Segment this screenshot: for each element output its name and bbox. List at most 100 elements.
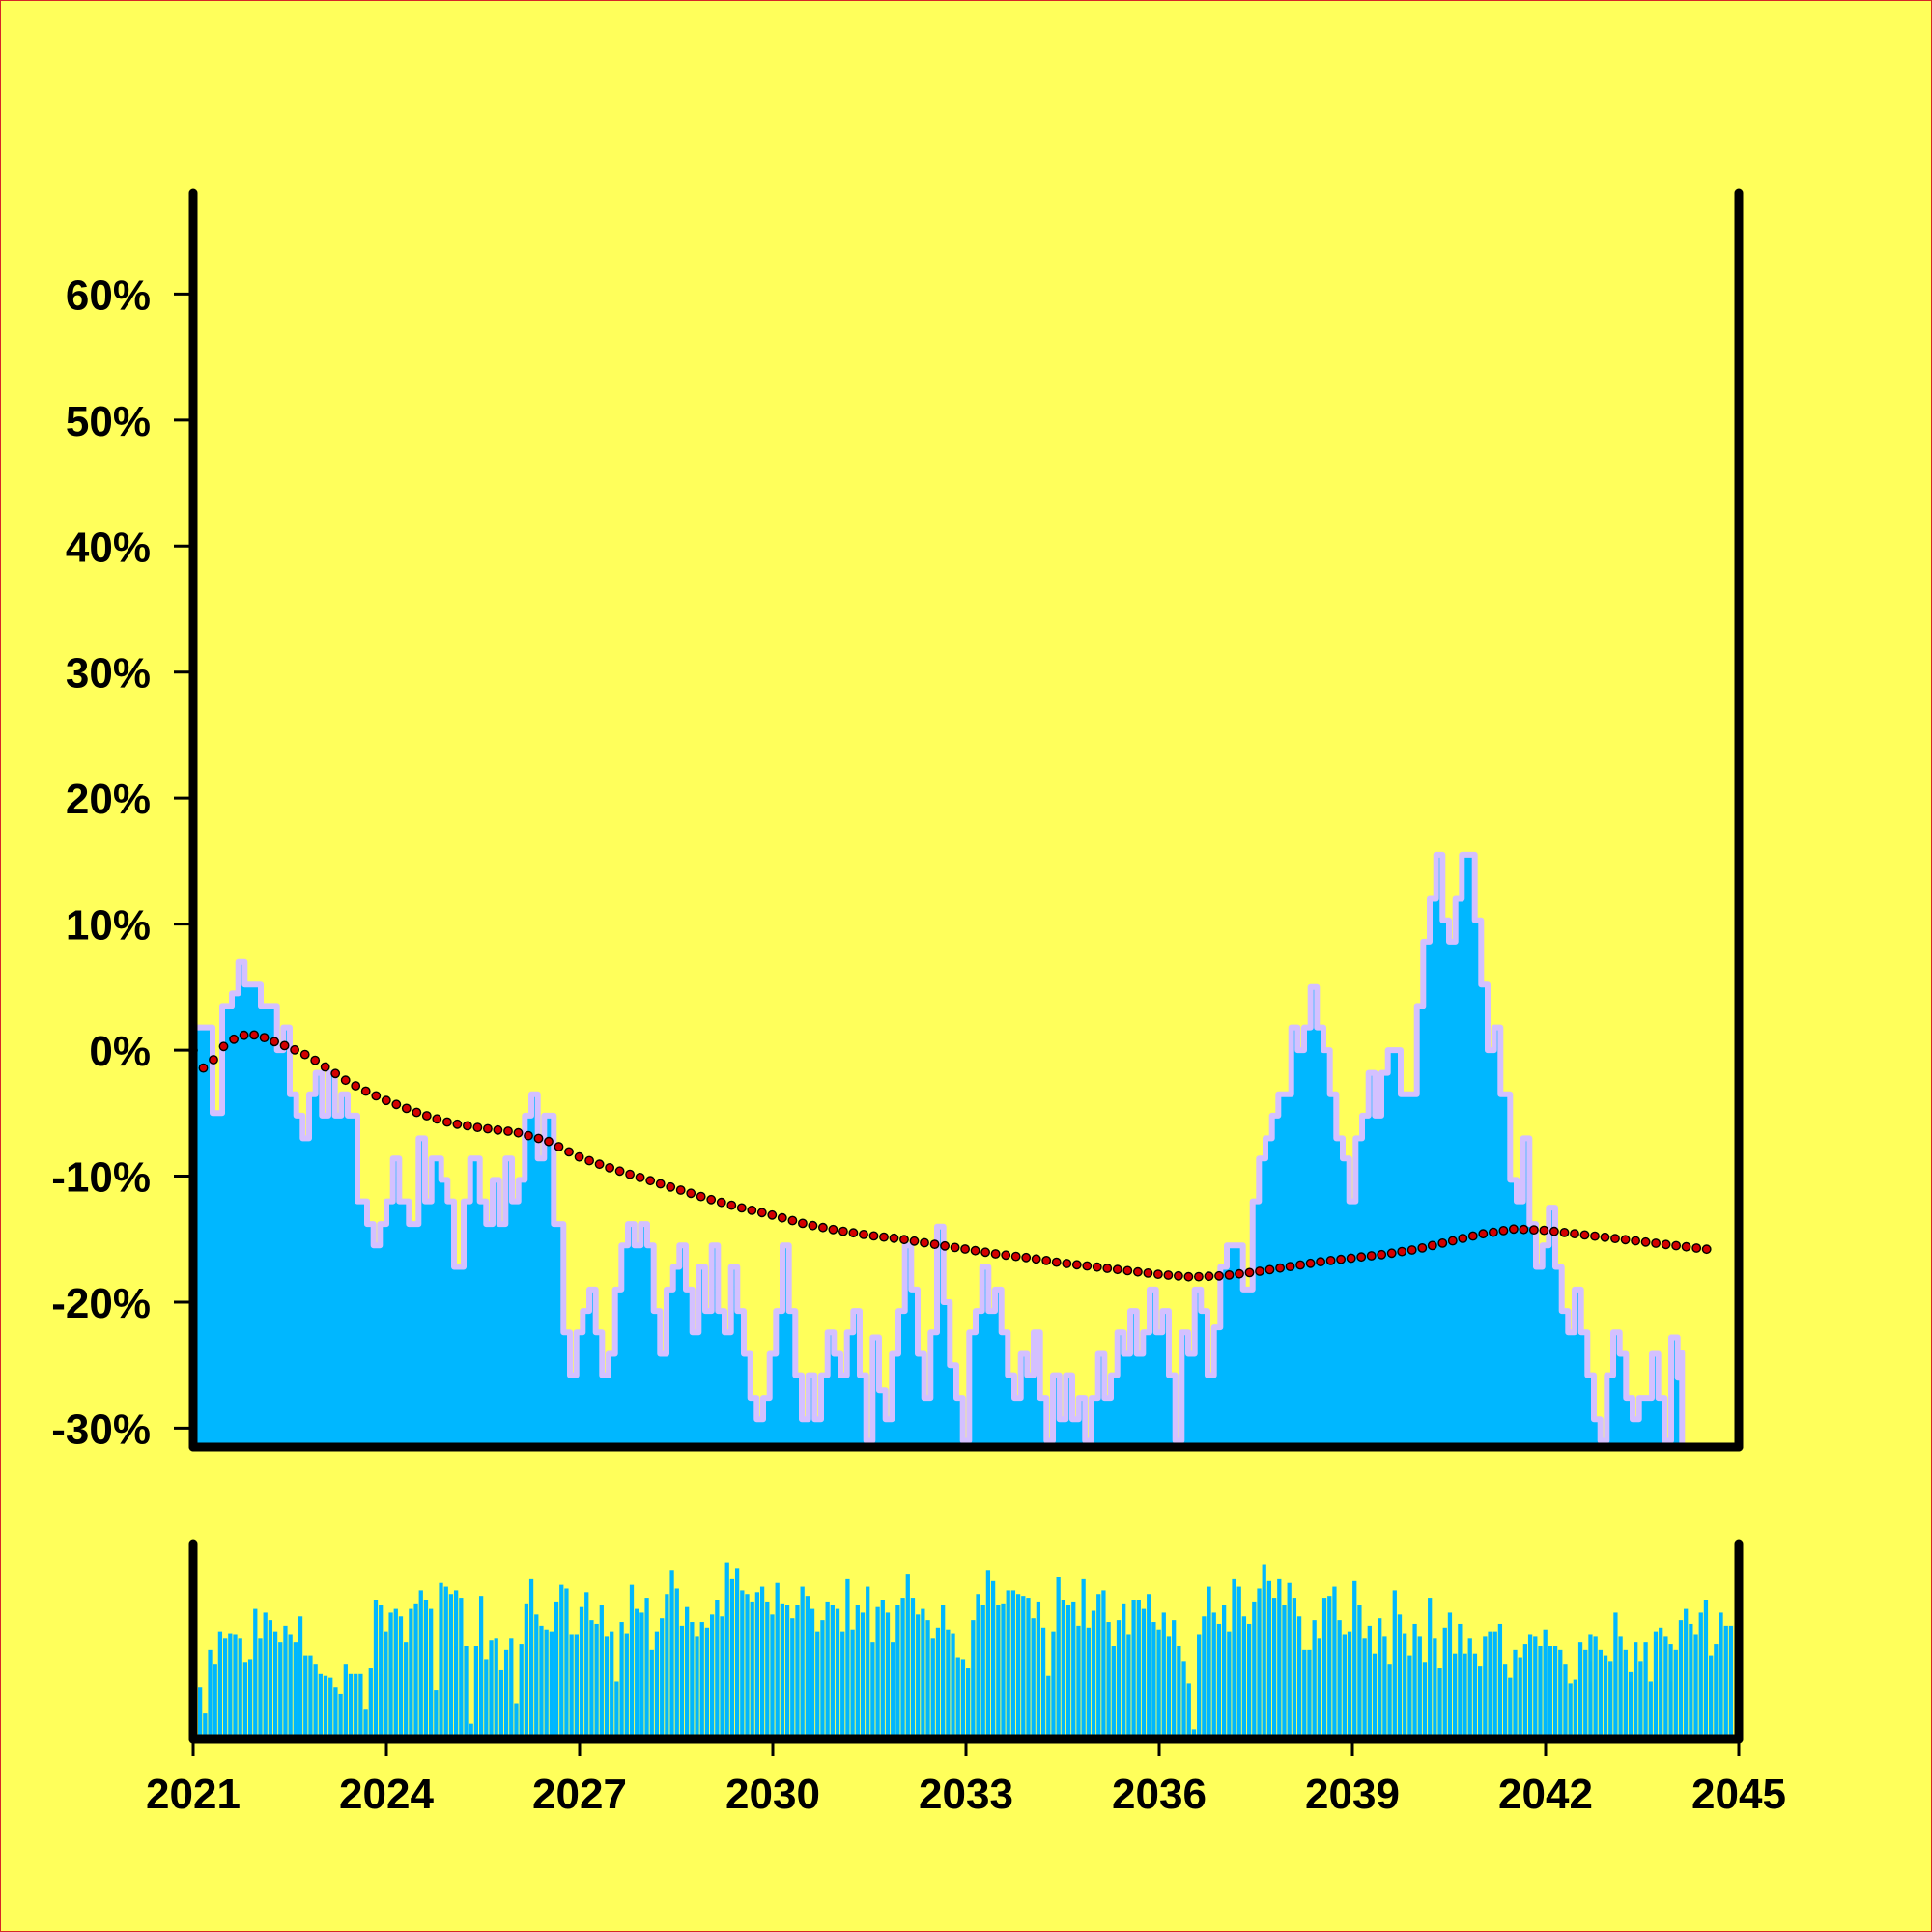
volume-bar: [272, 1631, 278, 1739]
trend-dot: [1346, 1253, 1356, 1264]
trend-dot: [1467, 1231, 1478, 1241]
volume-bar: [1412, 1623, 1417, 1739]
volume-bar: [1588, 1634, 1593, 1739]
trend-dot: [513, 1127, 524, 1138]
volume-bar: [1403, 1633, 1407, 1739]
volume-bar: [870, 1642, 875, 1739]
trend-dot: [209, 1055, 218, 1065]
volume-bar: [1232, 1578, 1236, 1739]
trend-dot: [1174, 1270, 1183, 1281]
volume-bar: [910, 1598, 916, 1739]
volume-bar: [704, 1627, 710, 1739]
volume-bar: [1222, 1605, 1227, 1739]
volume-bar: [1397, 1614, 1403, 1739]
volume-bar: [1181, 1661, 1186, 1739]
trend-dot: [1519, 1224, 1529, 1235]
trend-dot: [1590, 1231, 1600, 1241]
y-tick-label: 60%: [66, 271, 151, 319]
y-tick-label: -30%: [51, 1406, 151, 1453]
volume-bar: [213, 1664, 217, 1739]
trend-dot: [726, 1200, 737, 1210]
volume-bar: [855, 1605, 860, 1739]
volume-bar: [1492, 1631, 1497, 1739]
volume-bar: [775, 1582, 780, 1739]
trend-dot: [1509, 1224, 1519, 1235]
volume-bar: [313, 1664, 318, 1739]
volume-bar: [1026, 1598, 1031, 1739]
volume-bar: [916, 1614, 921, 1739]
trend-dot: [808, 1220, 818, 1231]
volume-bar: [247, 1659, 253, 1739]
volume-bar: [951, 1633, 955, 1739]
trend-dot: [1417, 1243, 1428, 1253]
trend-dot: [929, 1239, 940, 1250]
volume-bar: [1342, 1634, 1347, 1739]
volume-bar: [293, 1642, 298, 1739]
volume-bar: [539, 1625, 544, 1739]
trend-dot: [320, 1062, 330, 1072]
volume-bar: [955, 1657, 960, 1739]
volume-bar: [715, 1600, 720, 1739]
trend-dot: [299, 1049, 310, 1060]
trend-dot: [1224, 1270, 1235, 1280]
trend-dot: [1610, 1234, 1620, 1244]
trend-dot: [371, 1091, 382, 1101]
volume-bar: [409, 1608, 413, 1739]
volume-bar: [1442, 1627, 1447, 1739]
x-tick-label: 2021: [146, 1771, 241, 1818]
volume-bar: [759, 1586, 765, 1739]
y-tick-label: 0%: [89, 1028, 151, 1075]
trend-dot: [655, 1179, 666, 1189]
volume-bar: [217, 1631, 223, 1739]
volume-bar: [1698, 1612, 1703, 1739]
volume-bar: [669, 1570, 674, 1739]
volume-bar: [1558, 1649, 1563, 1739]
volume-panel: 2021 2024 2027 2030 2033 2036 2039 2042 2045: [146, 1539, 1786, 1818]
volume-bar: [1714, 1644, 1719, 1739]
volume-bar: [770, 1614, 775, 1739]
volume-bar: [1372, 1653, 1378, 1739]
volume-bar: [1598, 1649, 1603, 1739]
volume-bar: [398, 1616, 404, 1739]
volume-bar: [679, 1625, 685, 1739]
trend-dot: [1051, 1257, 1062, 1267]
y-tick-label: 20%: [66, 776, 151, 823]
trend-dot: [1336, 1254, 1347, 1264]
volume-bar: [649, 1649, 654, 1739]
volume-bar: [1051, 1631, 1056, 1739]
volume-bar: [1136, 1600, 1141, 1739]
trend-dot: [1133, 1266, 1143, 1277]
volume-bar: [1659, 1627, 1663, 1739]
volume-bar: [996, 1605, 1001, 1739]
volume-bar: [740, 1590, 745, 1739]
volume-bar: [242, 1662, 248, 1739]
volume-bar: [1036, 1601, 1041, 1739]
volume-bar: [1678, 1620, 1684, 1739]
volume-bar: [976, 1594, 980, 1739]
y-tick-label: 40%: [66, 524, 151, 571]
trend-dot: [524, 1130, 533, 1141]
volume-bar: [1081, 1578, 1086, 1739]
volume-bar: [1040, 1627, 1046, 1739]
volume-bar: [1458, 1623, 1463, 1739]
volume-bar: [514, 1703, 519, 1739]
volume-bar: [1518, 1657, 1522, 1739]
volume-bar: [1552, 1646, 1558, 1739]
volume-bar: [253, 1608, 258, 1739]
volume-bar: [695, 1636, 699, 1739]
volume-bar: [1357, 1605, 1362, 1739]
trend-dot: [1122, 1265, 1133, 1276]
volume-bar: [1202, 1616, 1207, 1739]
trend-dot: [462, 1121, 472, 1131]
trend-dot: [1153, 1269, 1163, 1280]
volume-bar: [1337, 1620, 1342, 1739]
volume-bar: [624, 1633, 629, 1739]
volume-bar: [1186, 1683, 1191, 1739]
volume-bar: [1703, 1600, 1709, 1739]
volume-bar: [473, 1646, 479, 1739]
volume-bar: [935, 1627, 941, 1739]
trend-dot: [940, 1240, 950, 1251]
volume-bar: [1362, 1638, 1367, 1739]
volume-bar: [1151, 1622, 1156, 1739]
trend-dot: [1406, 1245, 1417, 1255]
